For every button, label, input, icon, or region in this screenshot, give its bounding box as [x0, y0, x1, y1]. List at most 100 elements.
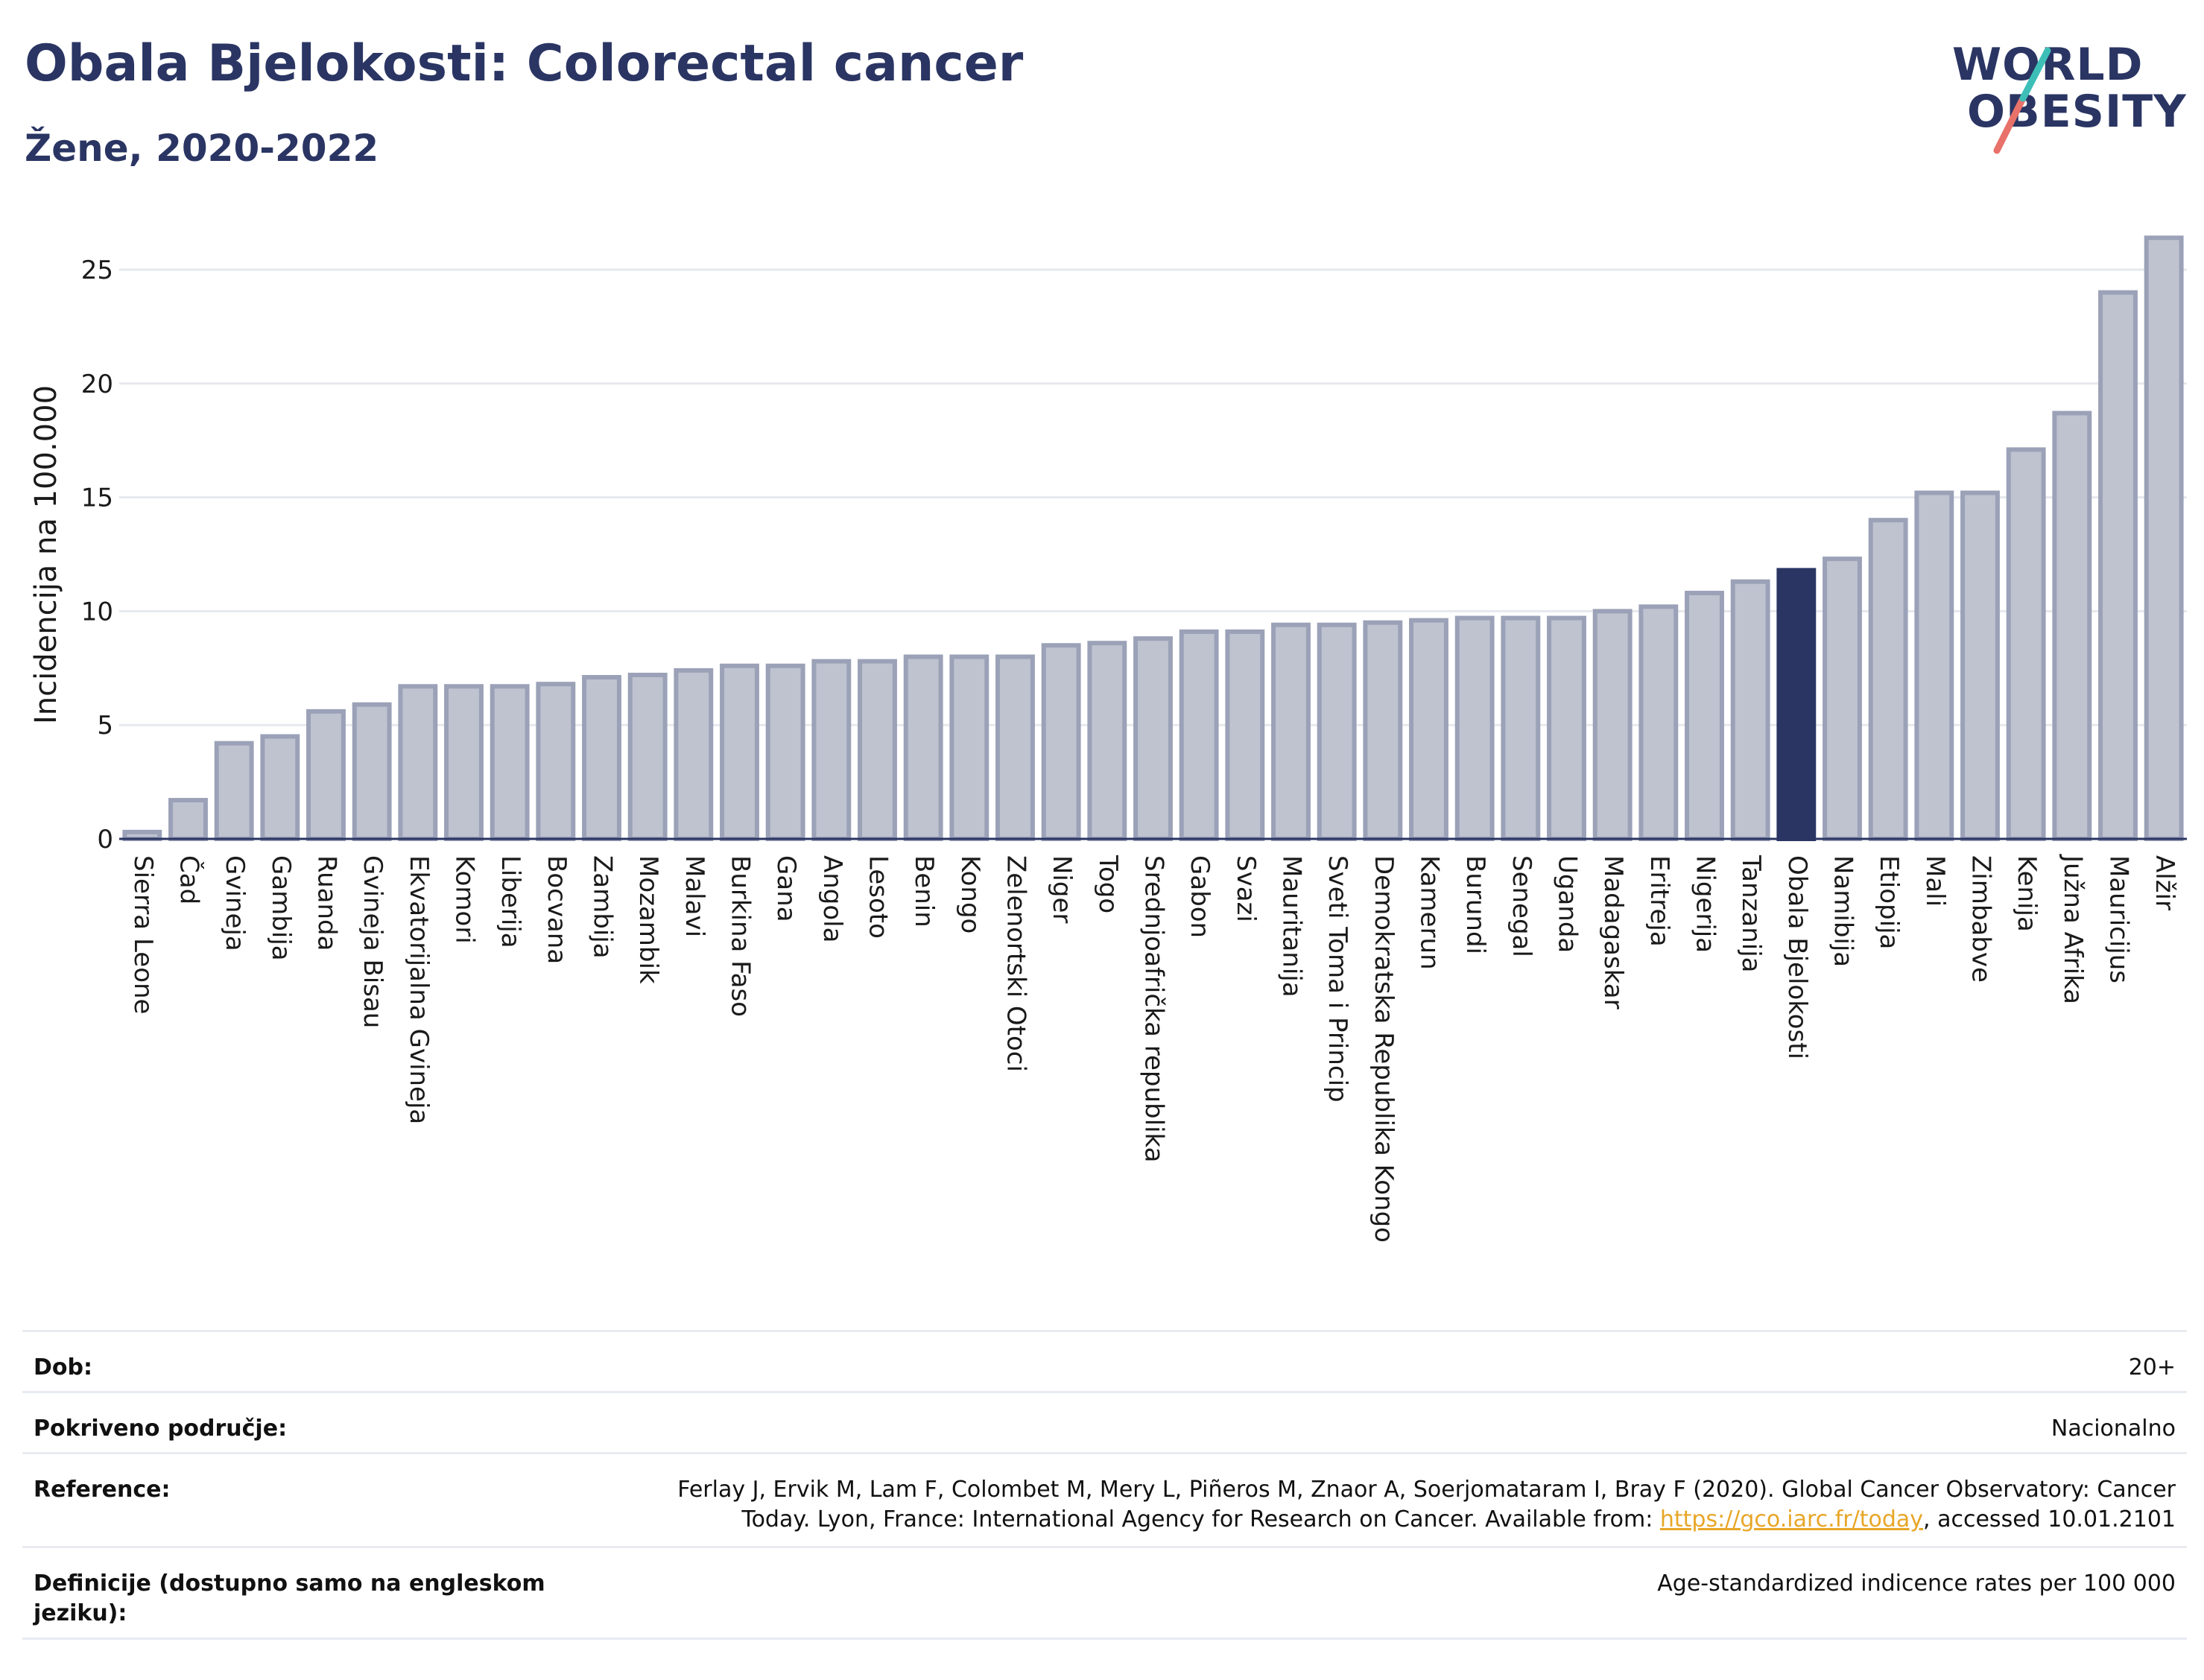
- bar: [995, 654, 1035, 842]
- y-tick-label: 5: [97, 711, 113, 741]
- bar: [1041, 643, 1081, 841]
- bar: [2006, 447, 2046, 841]
- info-table: Dob: 20+ Pokriveno područje: Nacionalno …: [22, 1330, 2187, 1640]
- x-tick-label: Mauricijus: [2104, 855, 2134, 983]
- bar: [444, 684, 484, 841]
- bar: [1960, 490, 2000, 841]
- bar: [1454, 615, 1495, 841]
- y-tick-label: 10: [81, 597, 113, 627]
- bar: [168, 798, 208, 841]
- x-axis-labels: Sierra Leone Čad Gvineja Gambija Ruanda Gvine…: [128, 854, 2179, 1243]
- x-tick-label: Malavi: [680, 855, 709, 937]
- x-tick-label: Togo: [1093, 855, 1123, 913]
- bar: [1547, 615, 1586, 841]
- x-tick-label: Čad: [174, 855, 205, 904]
- bar: [1685, 590, 1724, 842]
- x-tick-label: Sveti Toma i Princip: [1323, 855, 1352, 1103]
- x-tick-label: Liberija: [495, 855, 525, 948]
- bar: [352, 702, 392, 841]
- x-tick-label: Ekvatorijalna Gvineja: [404, 855, 434, 1124]
- bar: [1271, 622, 1311, 842]
- bar: [398, 684, 438, 841]
- y-tick-label: 20: [81, 370, 113, 399]
- y-axis-title: Incidencija na 100.000: [29, 385, 63, 724]
- bar: [903, 654, 943, 842]
- bar: [858, 659, 897, 842]
- reference-line-2: Today. Lyon, France: International Agenc…: [677, 1505, 2176, 1535]
- bar: [1133, 636, 1173, 842]
- x-tick-label: Južna Afrika: [2058, 854, 2088, 1004]
- x-tick-label: Zambija: [588, 855, 618, 959]
- info-row-coverage: Pokriveno područje: Nacionalno: [22, 1391, 2187, 1452]
- y-axis-ticks: 0 5 10 15 20 25: [81, 256, 113, 855]
- x-tick-label: Kongo: [955, 855, 985, 933]
- bar: [1914, 490, 1954, 841]
- x-tick-label: Eritreja: [1644, 855, 1674, 947]
- page-subtitle: Žene, 2020-2022: [25, 127, 379, 170]
- x-tick-label: Bocvana: [542, 855, 571, 964]
- bar: [1823, 557, 1862, 841]
- x-tick-label: Zimbabve: [1966, 855, 1996, 983]
- world-obesity-logo: WORLD OBESITY: [1937, 30, 2191, 156]
- x-tick-label: Niger: [1047, 855, 1077, 923]
- bar: [949, 654, 989, 842]
- x-tick-label: Mali: [1920, 855, 1950, 907]
- x-tick-label: Lesoto: [864, 855, 893, 939]
- x-tick-label: Tanzanija: [1736, 855, 1766, 972]
- reference-link[interactable]: https://gco.iarc.fr/today: [1659, 1506, 1924, 1532]
- x-tick-label: Gvineja: [220, 855, 250, 951]
- y-tick-label: 15: [81, 484, 113, 513]
- bar: [1179, 629, 1219, 841]
- bar: [260, 734, 300, 841]
- logo-line-2: OBESITY: [1967, 86, 2187, 138]
- x-tick-label: Nigerija: [1691, 855, 1720, 953]
- reference-line-1: Ferlay J, Ervik M, Lam F, Colombet M, Me…: [677, 1477, 2176, 1503]
- x-tick-label: Zelenortski Otoci: [1001, 855, 1031, 1072]
- reference-line-2-suffix: , accessed 10.01.2101: [1923, 1506, 2176, 1532]
- age-label: Dob:: [34, 1354, 92, 1381]
- info-row-age: Dob: 20+: [22, 1330, 2187, 1391]
- x-tick-label: Burundi: [1460, 855, 1490, 954]
- bars: [122, 235, 2184, 842]
- x-tick-label: Uganda: [1553, 855, 1583, 953]
- bar: [674, 668, 714, 842]
- x-tick-label: Obala Bjelokosti: [1782, 855, 1812, 1059]
- info-row-reference: Reference: Ferlay J, Ervik M, Lam F, Col…: [22, 1452, 2187, 1546]
- x-tick-label: Benin: [909, 855, 939, 928]
- x-tick-label: Senegal: [1507, 855, 1536, 957]
- x-tick-label: Mauritanija: [1277, 855, 1307, 998]
- bar: [536, 682, 576, 842]
- bar: [811, 659, 852, 842]
- bar: [1363, 620, 1403, 841]
- bar: [2052, 411, 2092, 841]
- reference-value: Ferlay J, Ervik M, Lam F, Colombet M, Me…: [677, 1475, 2176, 1535]
- reference-line-2-text: Today. Lyon, France: International Agenc…: [741, 1506, 1660, 1532]
- coverage-label: Pokriveno područje:: [34, 1416, 288, 1442]
- y-tick-label: 0: [97, 825, 113, 855]
- x-tick-label: Gabon: [1185, 855, 1215, 938]
- definitions-value: Age-standardized indicence rates per 100…: [1657, 1570, 2176, 1597]
- bar: [1730, 579, 1770, 841]
- x-tick-label: Kamerun: [1415, 855, 1445, 970]
- x-tick-label: Madagaskar: [1598, 855, 1628, 1009]
- x-tick-label: Komori: [450, 855, 480, 944]
- bar: [1087, 641, 1127, 842]
- bar: [1317, 622, 1357, 842]
- age-value: 20+: [2128, 1354, 2176, 1381]
- x-tick-label: Gambija: [266, 855, 296, 961]
- x-tick-label: Svazi: [1231, 855, 1261, 922]
- bar: [1409, 618, 1448, 842]
- bar: [2144, 235, 2184, 841]
- logo-slash-icon: [1993, 47, 2051, 154]
- bar: [214, 741, 254, 842]
- bar: [1776, 568, 1817, 842]
- x-tick-label: Gvineja Bisau: [358, 855, 387, 1028]
- x-tick-label: Sierra Leone: [128, 855, 158, 1014]
- bar: [1592, 609, 1633, 842]
- x-tick-label: Namibija: [1828, 855, 1858, 967]
- info-row-definitions: Definicije (dostupno samo na engleskom j…: [22, 1546, 2187, 1640]
- x-tick-label: Ruanda: [312, 855, 342, 951]
- x-tick-label: Alžir: [2150, 855, 2179, 910]
- bar: [765, 663, 805, 842]
- x-tick-label: Kenija: [2012, 855, 2042, 932]
